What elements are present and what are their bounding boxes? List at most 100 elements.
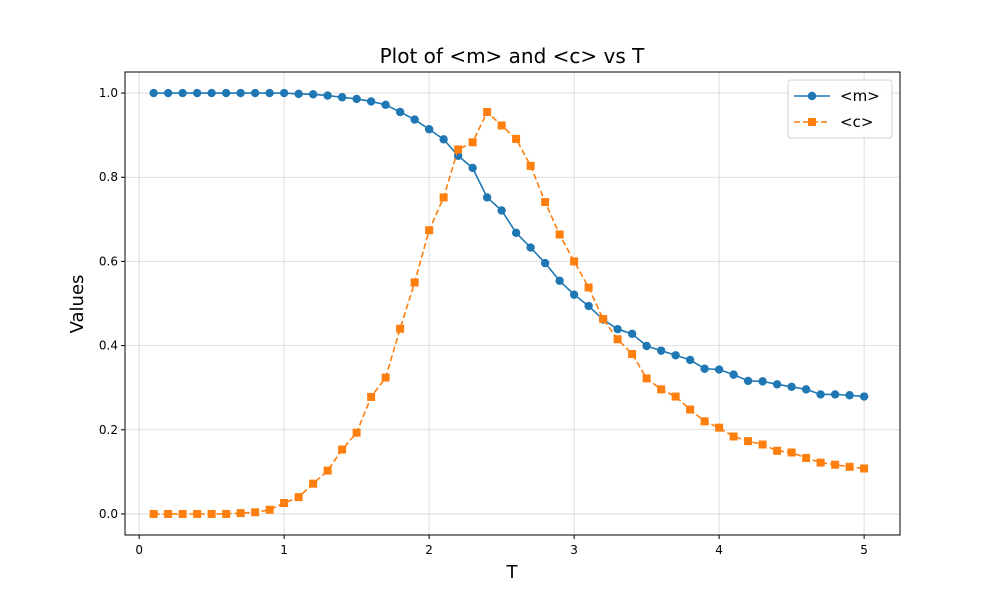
legend-label: <m> [840,87,880,105]
data-point [729,432,738,441]
data-point [425,226,434,235]
data-point [613,335,622,344]
data-point [265,505,274,514]
data-point [772,380,782,389]
data-point [787,382,796,392]
axes: 0 1 2 3 4 5 0.0 0.2 0.4 0.6 0.8 1.0 [99,71,901,557]
x-tick-label: 0 [135,543,143,557]
data-point [511,228,521,237]
data-point [193,509,202,518]
data-point [657,385,666,394]
data-point [367,392,376,401]
data-point [381,373,390,382]
data-point [627,329,637,339]
x-tick-label: 1 [280,543,288,557]
y-axis-label: Values [67,275,88,334]
data-point [584,283,593,292]
data-point [236,509,245,518]
x-tick-label: 4 [715,543,723,557]
data-point [366,97,376,106]
x-tick-label: 5 [860,543,868,557]
data-point [468,138,477,147]
grid [125,72,900,535]
data-point [164,509,173,518]
data-point [599,315,608,324]
data-point [758,440,767,449]
data-point [236,88,245,98]
plot-frame [124,71,901,536]
data-point [352,94,361,104]
data-point [801,385,811,394]
data-point [816,390,825,399]
data-point [526,161,535,170]
data-point [830,390,840,399]
legend-marker [808,118,816,126]
data-point [656,346,666,355]
data-point [192,88,202,98]
data-point [395,107,405,117]
legend-item: <m> [794,87,880,105]
data-point [163,88,173,98]
data-point [482,193,492,202]
data-point [439,135,448,144]
data-point [497,206,506,215]
data-point [323,91,332,100]
data-point [222,509,231,518]
data-point [758,377,767,386]
data-point [149,88,158,98]
data-point [250,88,260,98]
data-point [700,417,709,426]
y-tick-label: 0.0 [99,507,118,521]
y-tick-label: 1.0 [99,86,118,100]
data-point [729,370,738,379]
x-axis-label: T [506,562,519,583]
data-point [685,355,695,365]
data-point [555,230,564,239]
data-point [642,341,651,351]
data-point [439,193,448,202]
data-point [483,107,492,116]
data-point [468,163,477,173]
data-point [744,437,753,446]
x-tick-label: 3 [570,543,578,557]
data-point [497,121,506,130]
data-point [714,365,724,374]
data-point [526,243,535,252]
data-point [570,257,579,266]
data-point [787,448,796,457]
data-point [338,445,347,454]
data-point [309,479,318,488]
data-point [294,493,303,502]
series-0 [149,88,869,401]
data-point [424,125,434,134]
data-point [323,466,332,475]
data-point [149,509,158,518]
data-point [308,90,318,99]
data-point [207,88,216,98]
data-point [294,89,303,99]
data-point [845,462,854,471]
data-point [831,460,840,469]
data-point [802,453,811,462]
data-point [337,93,347,102]
data-point [860,464,869,473]
data-point [279,88,289,98]
legend: <m> <c> [787,79,893,139]
y-tick-label: 0.4 [99,339,118,353]
series-1 [149,107,869,518]
data-point [671,392,680,401]
data-point [555,276,564,285]
data-point [410,115,419,124]
data-point [396,324,405,333]
data-point [410,278,419,287]
data-point [280,499,289,508]
data-point [454,145,463,154]
y-tick-label: 0.8 [99,170,118,184]
data-point [859,392,869,401]
data-point [700,364,709,373]
y-tick-label: 0.6 [99,254,118,268]
data-point [584,301,593,311]
data-point [773,446,782,455]
series-layer [149,88,869,518]
